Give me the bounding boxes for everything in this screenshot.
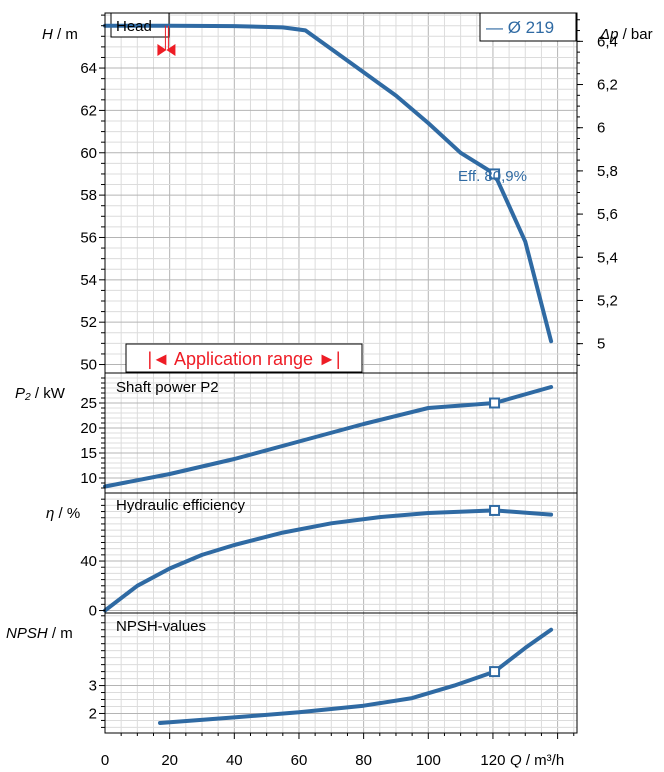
frame-layer — [99, 12, 583, 739]
min-flow-marker — [157, 44, 176, 57]
power-panel-title: Shaft power P2 — [116, 379, 219, 396]
efficiency-ylabel-symbol: η — [46, 505, 54, 522]
x-tick-label: 20 — [161, 752, 178, 769]
pressure-y2tick-label: 5 — [597, 336, 605, 353]
efficiency-ylabel-unit: / % — [54, 505, 80, 522]
x-axis-label-symbol: Q — [510, 752, 522, 769]
head-ytick-label: 62 — [80, 102, 97, 119]
pressure-y2label-symbol: Δp — [599, 26, 618, 43]
pressure-y2tick-label: 6,2 — [597, 77, 618, 94]
pressure-y2tick-label: 6 — [597, 120, 605, 137]
application-range-label: |◄ Application range ►| — [147, 349, 340, 369]
pressure-y2tick-label: 5,8 — [597, 163, 618, 180]
head-panel-frame — [104, 12, 578, 374]
legend-box — [479, 12, 577, 42]
pressure-y2tick-label: 5,6 — [597, 206, 618, 223]
operating-point-efficiency-label: Eff. 80,9% — [458, 168, 527, 185]
head-ytick-label: 50 — [80, 357, 97, 374]
power-ytick-label: 20 — [80, 420, 97, 437]
efficiency-curve — [103, 508, 554, 613]
pressure-y2label: Δp / bar — [599, 26, 653, 43]
head-ytick-label: 56 — [80, 229, 97, 246]
pressure-y2tick-label: 5,2 — [597, 292, 618, 309]
x-tick-label: 100 — [416, 752, 441, 769]
efficiency-ytick-label: 40 — [80, 553, 97, 570]
pressure-y2tick-label: 5,4 — [597, 249, 618, 266]
npsh-curve — [158, 627, 554, 725]
x-tick-label: 120 — [480, 752, 505, 769]
npsh-panel-frame — [104, 612, 578, 734]
head-ytick-label: 58 — [80, 187, 97, 204]
npsh-ylabel: NPSH / m — [6, 625, 73, 642]
npsh-operating-point — [489, 666, 501, 678]
head-ylabel: H / m — [42, 26, 78, 43]
npsh-ylabel-unit: / m — [48, 625, 73, 642]
efficiency-panel-title: Hydraulic efficiency — [116, 497, 245, 514]
power-ylabel: P₂ / kW — [15, 385, 66, 402]
power-ytick-label: 15 — [80, 445, 97, 462]
pressure-y2tick-label: 6,4 — [597, 33, 618, 50]
x-tick-label: 80 — [355, 752, 372, 769]
x-axis-label: Q / m³/h — [510, 752, 564, 769]
x-tick-label: 40 — [226, 752, 243, 769]
npsh-ytick-label: 3 — [89, 678, 97, 695]
head-operating-point — [489, 168, 501, 180]
power-curve — [103, 385, 554, 489]
head-ytick-label: 52 — [80, 314, 97, 331]
power-operating-point — [489, 397, 501, 409]
x-axis-label-unit: / m³/h — [522, 752, 565, 769]
npsh-ytick-label: 2 — [89, 705, 97, 722]
curve-layer — [103, 23, 554, 725]
power-ytick-label: 10 — [80, 470, 97, 487]
legend-diameter: — Ø 219 — [486, 18, 554, 37]
pressure-y2label-unit: / bar — [618, 26, 652, 43]
efficiency-ytick-label: 0 — [89, 603, 97, 620]
application-range-box — [125, 343, 363, 373]
head-ytick-label: 54 — [80, 272, 97, 289]
x-tick-label: 0 — [101, 752, 109, 769]
head-ylabel-unit: / m — [53, 26, 78, 43]
efficiency-operating-point — [489, 504, 501, 516]
head-ytick-label: 64 — [80, 60, 97, 77]
head-ylabel-symbol: H — [42, 26, 53, 43]
npsh-panel-title: NPSH-values — [116, 618, 206, 635]
head-panel-title: Head — [116, 18, 152, 35]
efficiency-ylabel: η / % — [46, 505, 80, 522]
power-ylabel-unit: / kW — [31, 385, 66, 402]
npsh-ylabel-symbol: NPSH — [6, 625, 48, 642]
label-layer: Head Shaft power P2 Hydraulic efficiency… — [6, 12, 653, 769]
x-tick-label: 60 — [291, 752, 308, 769]
power-ylabel-symbol: P₂ — [15, 385, 31, 402]
power-ytick-label: 25 — [80, 395, 97, 412]
head-ytick-label: 60 — [80, 145, 97, 162]
